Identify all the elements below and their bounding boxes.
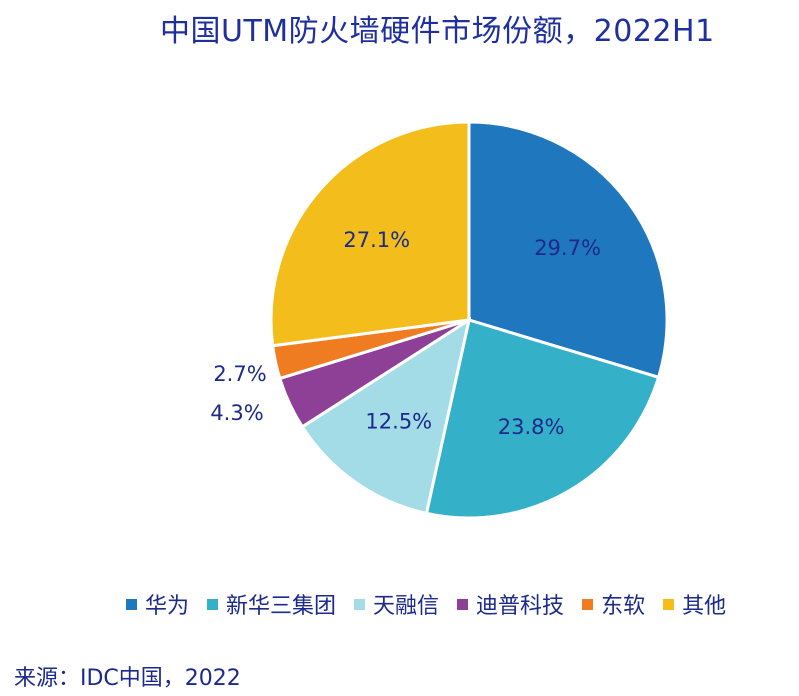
pie-chart: 29.7% 23.8% 12.5% 4.3% 2.7% 27.1%	[210, 120, 669, 520]
pie-slice-1	[467, 120, 669, 380]
legend-item-5: 东软	[582, 588, 645, 620]
legend-swatch-1	[126, 598, 137, 610]
legend-item-1: 华为	[126, 588, 189, 620]
legend-swatch-3	[354, 598, 366, 610]
legend-label-3: 天融信	[373, 594, 440, 619]
legend-swatch-5	[582, 598, 594, 610]
data-label-4: 4.3%	[210, 401, 263, 425]
pie-slice-2	[424, 318, 661, 520]
legend-swatch-6	[663, 598, 675, 610]
legend-item-2: 新华三集团	[207, 588, 336, 620]
legend-label-6: 其他	[682, 594, 727, 619]
legend-label-5: 东软	[601, 594, 646, 619]
legend-item-4: 迪普科技	[457, 588, 564, 620]
legend-swatch-4	[457, 598, 469, 610]
data-label-2: 23.8%	[498, 415, 565, 439]
data-label-3: 12.5%	[365, 410, 432, 434]
pie-slice-6	[269, 120, 471, 348]
legend-label-1: 华为	[145, 594, 190, 619]
data-label-1: 29.7%	[534, 236, 601, 260]
chart-title: 中国UTM防火墙硬件市场份额，2022H1	[160, 14, 715, 49]
pie-slices	[269, 120, 669, 520]
data-label-5: 2.7%	[213, 362, 266, 386]
legend-label-2: 新华三集团	[226, 594, 337, 619]
legend-item-6: 其他	[663, 588, 726, 620]
legend-label-4: 迪普科技	[476, 594, 565, 619]
legend: 华为 新华三集团 天融信 迪普科技 东软 其他	[126, 584, 734, 624]
legend-swatch-2	[207, 598, 219, 610]
source-note: 来源：IDC中国，2022	[14, 666, 241, 691]
legend-item-3: 天融信	[354, 588, 439, 620]
pie-slice-3	[300, 316, 472, 516]
pie-labels: 29.7% 23.8% 12.5% 4.3% 2.7% 27.1%	[210, 228, 601, 439]
data-label-6: 27.1%	[343, 228, 410, 252]
